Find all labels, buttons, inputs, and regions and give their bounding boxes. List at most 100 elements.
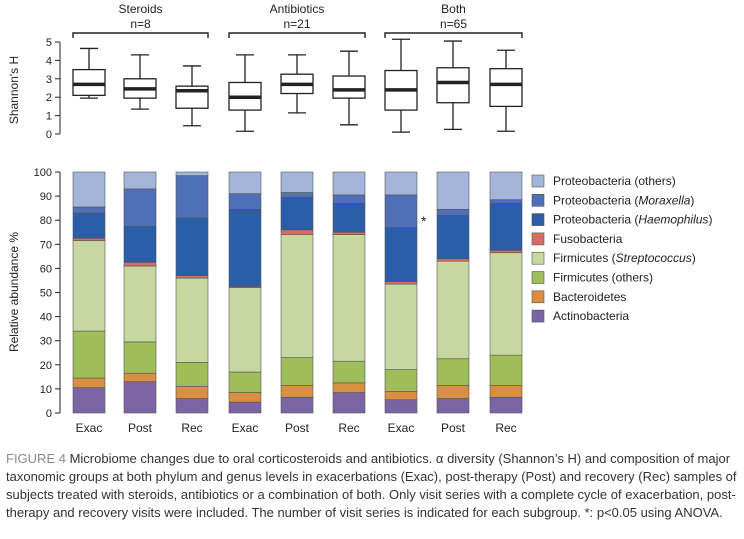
bar-segment-fusobacteria	[384, 281, 418, 285]
bar-segment-firmicutes-streptococcus	[123, 265, 157, 343]
bar-segment-proteobacteria-haemophilus	[384, 227, 418, 282]
bar-segment-proteobacteria-others	[332, 171, 366, 196]
boxplot-y-tick-label: 3	[46, 74, 52, 86]
bar-segment-actinobacteria	[332, 392, 366, 414]
group-bracket	[228, 32, 366, 38]
box-iqr	[436, 67, 470, 104]
bar-y-tick-label: 0	[46, 408, 52, 420]
bar-segment-fusobacteria	[175, 275, 209, 279]
bar-segment-fusobacteria	[280, 229, 314, 235]
chart-legend: Proteobacteria (others) Proteobacteria (M…	[531, 174, 712, 323]
box-exac	[384, 38, 418, 133]
legend-swatch	[531, 271, 545, 284]
bar-segment-actinobacteria	[175, 398, 209, 414]
legend-swatch	[531, 232, 545, 246]
bar-segment-fusobacteria	[332, 231, 366, 235]
x-axis-label-exac: Exac	[388, 421, 415, 435]
bar-segment-bacteroidetes	[123, 372, 157, 382]
box-iqr	[489, 68, 523, 108]
bar-y-tick-label: 100	[34, 167, 52, 179]
bar-segment-proteobacteria-moraxella	[228, 193, 262, 210]
group-label-steroids: Steroids	[118, 2, 162, 16]
figure-caption-text: Microbiome changes due to oral corticost…	[6, 451, 737, 520]
bar-segment-proteobacteria-others	[436, 171, 470, 210]
bar-segment-proteobacteria-moraxella	[72, 206, 106, 214]
group-n-label: n=21	[283, 17, 310, 31]
legend-label: Firmicutes (Streptococcus)	[553, 251, 696, 265]
group-bracket	[384, 32, 523, 38]
legend-label-suffix: )	[692, 251, 696, 265]
x-axis-label-exac: Exac	[232, 421, 259, 435]
bar-segment-proteobacteria-haemophilus	[175, 217, 209, 276]
bar-segment-actinobacteria	[384, 399, 418, 414]
legend-label-suffix: )	[708, 213, 712, 227]
legend-label-text: Firmicutes (others)	[553, 271, 653, 285]
bar-segment-firmicutes-streptococcus	[384, 283, 418, 370]
group-label-antibiotics: Antibiotics	[270, 2, 325, 16]
legend-label: Firmicutes (others)	[553, 271, 653, 285]
legend-label: Proteobacteria (Haemophilus)	[553, 213, 712, 227]
bar-segment-firmicutes-streptococcus	[332, 234, 366, 362]
group-label-both: Both	[441, 2, 466, 16]
box-rec	[175, 65, 209, 127]
x-axis-label-rec: Rec	[338, 421, 359, 435]
group-bracket	[72, 32, 209, 38]
bar-segment-proteobacteria-haemophilus	[228, 209, 262, 287]
bar-segment-proteobacteria-others	[384, 171, 418, 196]
x-axis-label-post: Post	[441, 421, 466, 435]
bar-segment-proteobacteria-others	[489, 171, 523, 201]
bar-segment-bacteroidetes	[72, 377, 106, 388]
legend-label-text: Proteobacteria (	[553, 213, 638, 227]
stacked-bar-rec	[332, 171, 366, 414]
box-iqr	[72, 68, 106, 97]
x-axis-label-rec: Rec	[495, 421, 516, 435]
legend-swatch	[531, 251, 545, 265]
bar-segment-proteobacteria-moraxella	[280, 192, 314, 198]
bar-segment-bacteroidetes	[384, 391, 418, 401]
bar-segment-bacteroidetes	[436, 384, 470, 399]
bar-segment-firmicutes-others	[280, 357, 314, 386]
x-axis-label-post: Post	[128, 421, 153, 435]
bar-segment-actinobacteria	[280, 397, 314, 414]
bar-y-tick-label: 60	[40, 263, 52, 275]
bar-y-tick-label: 10	[40, 384, 52, 396]
group-n-label: n=65	[440, 17, 467, 31]
bar-segment-actinobacteria	[489, 397, 523, 414]
stacked-bar-post	[280, 171, 314, 414]
bar-y-axis-label: Relative abundance %	[7, 232, 21, 352]
bar-segment-bacteroidetes	[489, 384, 523, 398]
bar-segment-proteobacteria-haemophilus	[280, 197, 314, 231]
box-post	[280, 54, 314, 114]
boxplot-y-tick-label: 0	[46, 129, 52, 141]
legend-label-genus: Haemophilus	[638, 213, 708, 227]
bar-segment-fusobacteria	[489, 250, 523, 254]
bar-segment-proteobacteria-haemophilus	[72, 212, 106, 239]
bar-y-tick-label: 70	[40, 239, 52, 251]
bar-segment-proteobacteria-moraxella	[489, 199, 523, 204]
bar-y-tick-label: 80	[40, 215, 52, 227]
figure-caption-label: FIGURE 4	[6, 451, 66, 466]
legend-label: Bacteroidetes	[553, 290, 626, 304]
bar-segment-proteobacteria-haemophilus	[123, 225, 157, 263]
bar-segment-bacteroidetes	[175, 386, 209, 399]
bar-segment-firmicutes-streptococcus	[436, 260, 470, 360]
stacked-bar-rec	[489, 171, 523, 414]
bar-segment-proteobacteria-haemophilus	[489, 203, 523, 251]
bar-segment-fusobacteria	[123, 262, 157, 267]
bar-segment-firmicutes-streptococcus	[228, 287, 262, 373]
x-axis-label-post: Post	[285, 421, 310, 435]
legend-label-genus: Moraxella	[638, 193, 690, 207]
legend-label: Actinobacteria	[553, 309, 629, 323]
stacked-bar-exac	[72, 171, 106, 414]
box-post	[436, 40, 470, 131]
relative-abundance-chart: Relative abundance % 0 10 20 30 40 50 60 70 80 90…	[7, 167, 712, 435]
legend-swatch	[531, 174, 545, 188]
bar-segment-proteobacteria-others	[228, 171, 262, 194]
bar-segment-proteobacteria-moraxella	[332, 194, 366, 204]
bar-segment-bacteroidetes	[332, 382, 366, 393]
legend-label-text: Fusobacteria	[553, 232, 623, 246]
stacked-bar-exac	[384, 171, 418, 414]
boxplot-y-tick-label: 2	[46, 92, 52, 104]
bar-segment-firmicutes-streptococcus	[280, 234, 314, 358]
